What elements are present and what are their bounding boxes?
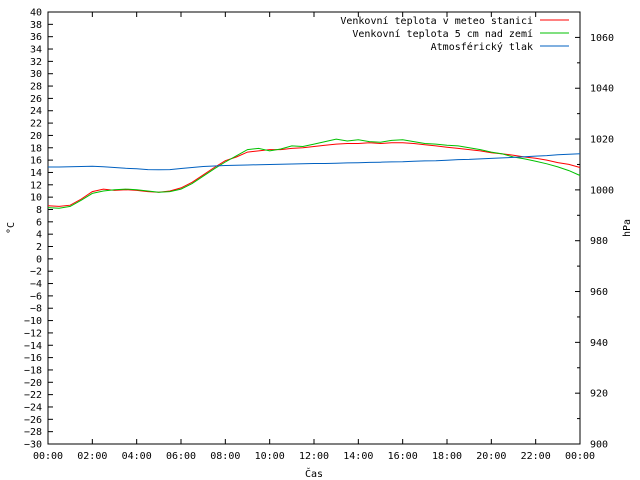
x-tick-label: 02:00 [77,451,107,462]
y-left-tick-label: −28 [24,427,42,438]
y-left-tick-label: −22 [24,390,42,401]
y-left-tick-label: 0 [36,254,42,265]
y-left-tick-label: 16 [30,156,42,167]
y-left-tick-label: 32 [30,57,42,68]
y-right-tick-label: 920 [590,389,608,400]
x-tick-label: 18:00 [432,451,462,462]
y-left-tick-label: 2 [36,242,42,253]
y-right-tick-label: 900 [590,440,608,451]
legend-label-0: Venkovní teplota v meteo stanici [340,15,533,27]
y-left-tick-label: −14 [24,341,42,352]
x-tick-label: 08:00 [210,451,240,462]
y-left-tick-label: 26 [30,94,42,105]
y-left-tick-label: −20 [24,378,42,389]
y-left-tick-label: −18 [24,365,42,376]
ticks [47,11,581,445]
y-right-tick-label: 960 [590,287,608,298]
y-left-tick-label: 34 [30,45,42,56]
y-left-tick-label: −6 [30,291,42,302]
y-left-tick-label: 36 [30,32,42,43]
x-tick-label: 20:00 [476,451,506,462]
y-left-tick-label: 22 [30,119,42,130]
y-left-tick-label: −12 [24,328,42,339]
x-tick-label: 22:00 [521,451,551,462]
y-right-tick-label: 1060 [590,33,614,44]
legend-label-2: Atmosférický tlak [431,41,533,53]
y-left-tick-label: 14 [30,168,42,179]
y-left-tick-label: −30 [24,440,42,451]
x-tick-label: 12:00 [299,451,329,462]
y-left-tick-label: −10 [24,316,42,327]
y-left-tick-label: 8 [36,205,42,216]
series-line-1 [47,138,581,209]
tick-labels: 00:00 02:00 04:00 06:00 08:00 10:00 12:00 14:00… [24,8,614,463]
y-left-tick-label: 40 [30,8,42,19]
series-line-0 [47,142,581,207]
y-left-axis-title: °C [6,222,17,234]
x-tick-label: 00:00 [33,451,63,462]
y-left-tick-label: −24 [24,402,42,413]
y-left-tick-label: −16 [24,353,42,364]
y-left-tick-label: 4 [36,230,42,241]
x-tick-label: 10:00 [255,451,285,462]
y-left-tick-label: 30 [30,69,42,80]
x-tick-label: 04:00 [122,451,152,462]
plot-frame [47,11,581,445]
legend-label-1: Venkovní teplota 5 cm nad zemí [352,28,533,40]
y-left-tick-label: 24 [30,106,42,117]
y-right-tick-label: 980 [590,236,608,247]
series-line-2 [48,153,581,171]
x-tick-label: 14:00 [343,451,373,462]
x-tick-label: 16:00 [388,451,418,462]
series-lines [47,138,581,209]
y-left-tick-label: −26 [24,415,42,426]
y-left-tick-label: 28 [30,82,42,93]
x-tick-label: 00:00 [565,451,595,462]
y-left-tick-label: −8 [30,304,42,315]
y-right-tick-label: 1040 [590,84,614,95]
legend: Venkovní teplota v meteo stanici Venkovn… [340,15,569,53]
y-right-axis-title: hPa [622,219,633,237]
y-left-tick-label: −4 [30,279,42,290]
y-left-tick-label: 10 [30,193,42,204]
y-right-tick-label: 1020 [590,135,614,146]
x-tick-label: 06:00 [166,451,196,462]
y-right-tick-label: 1000 [590,185,614,196]
y-left-tick-label: 18 [30,143,42,154]
y-left-tick-label: −2 [30,267,42,278]
y-left-tick-label: 6 [36,217,42,228]
x-axis-title: Čas [305,467,323,480]
y-left-tick-label: 38 [30,20,42,31]
y-right-tick-label: 940 [590,338,608,349]
y-left-tick-label: 20 [30,131,42,142]
y-left-tick-label: 12 [30,180,42,191]
